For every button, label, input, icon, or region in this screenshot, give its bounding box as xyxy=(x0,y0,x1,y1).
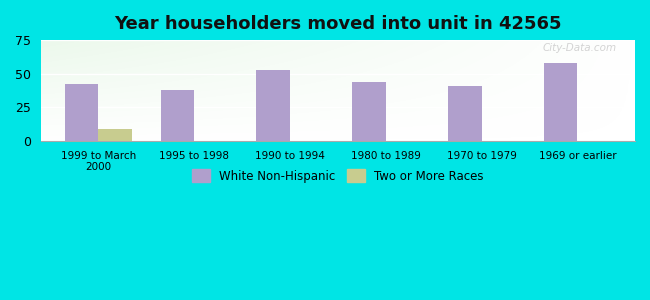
Bar xyxy=(352,82,386,141)
Bar xyxy=(98,129,132,141)
Text: City-Data.com: City-Data.com xyxy=(543,43,617,53)
Bar xyxy=(65,84,98,141)
Bar xyxy=(161,90,194,141)
Title: Year householders moved into unit in 42565: Year householders moved into unit in 425… xyxy=(114,15,562,33)
Bar xyxy=(256,70,290,141)
Bar xyxy=(544,63,577,141)
Legend: White Non-Hispanic, Two or More Races: White Non-Hispanic, Two or More Races xyxy=(187,165,489,187)
Bar xyxy=(448,86,482,141)
